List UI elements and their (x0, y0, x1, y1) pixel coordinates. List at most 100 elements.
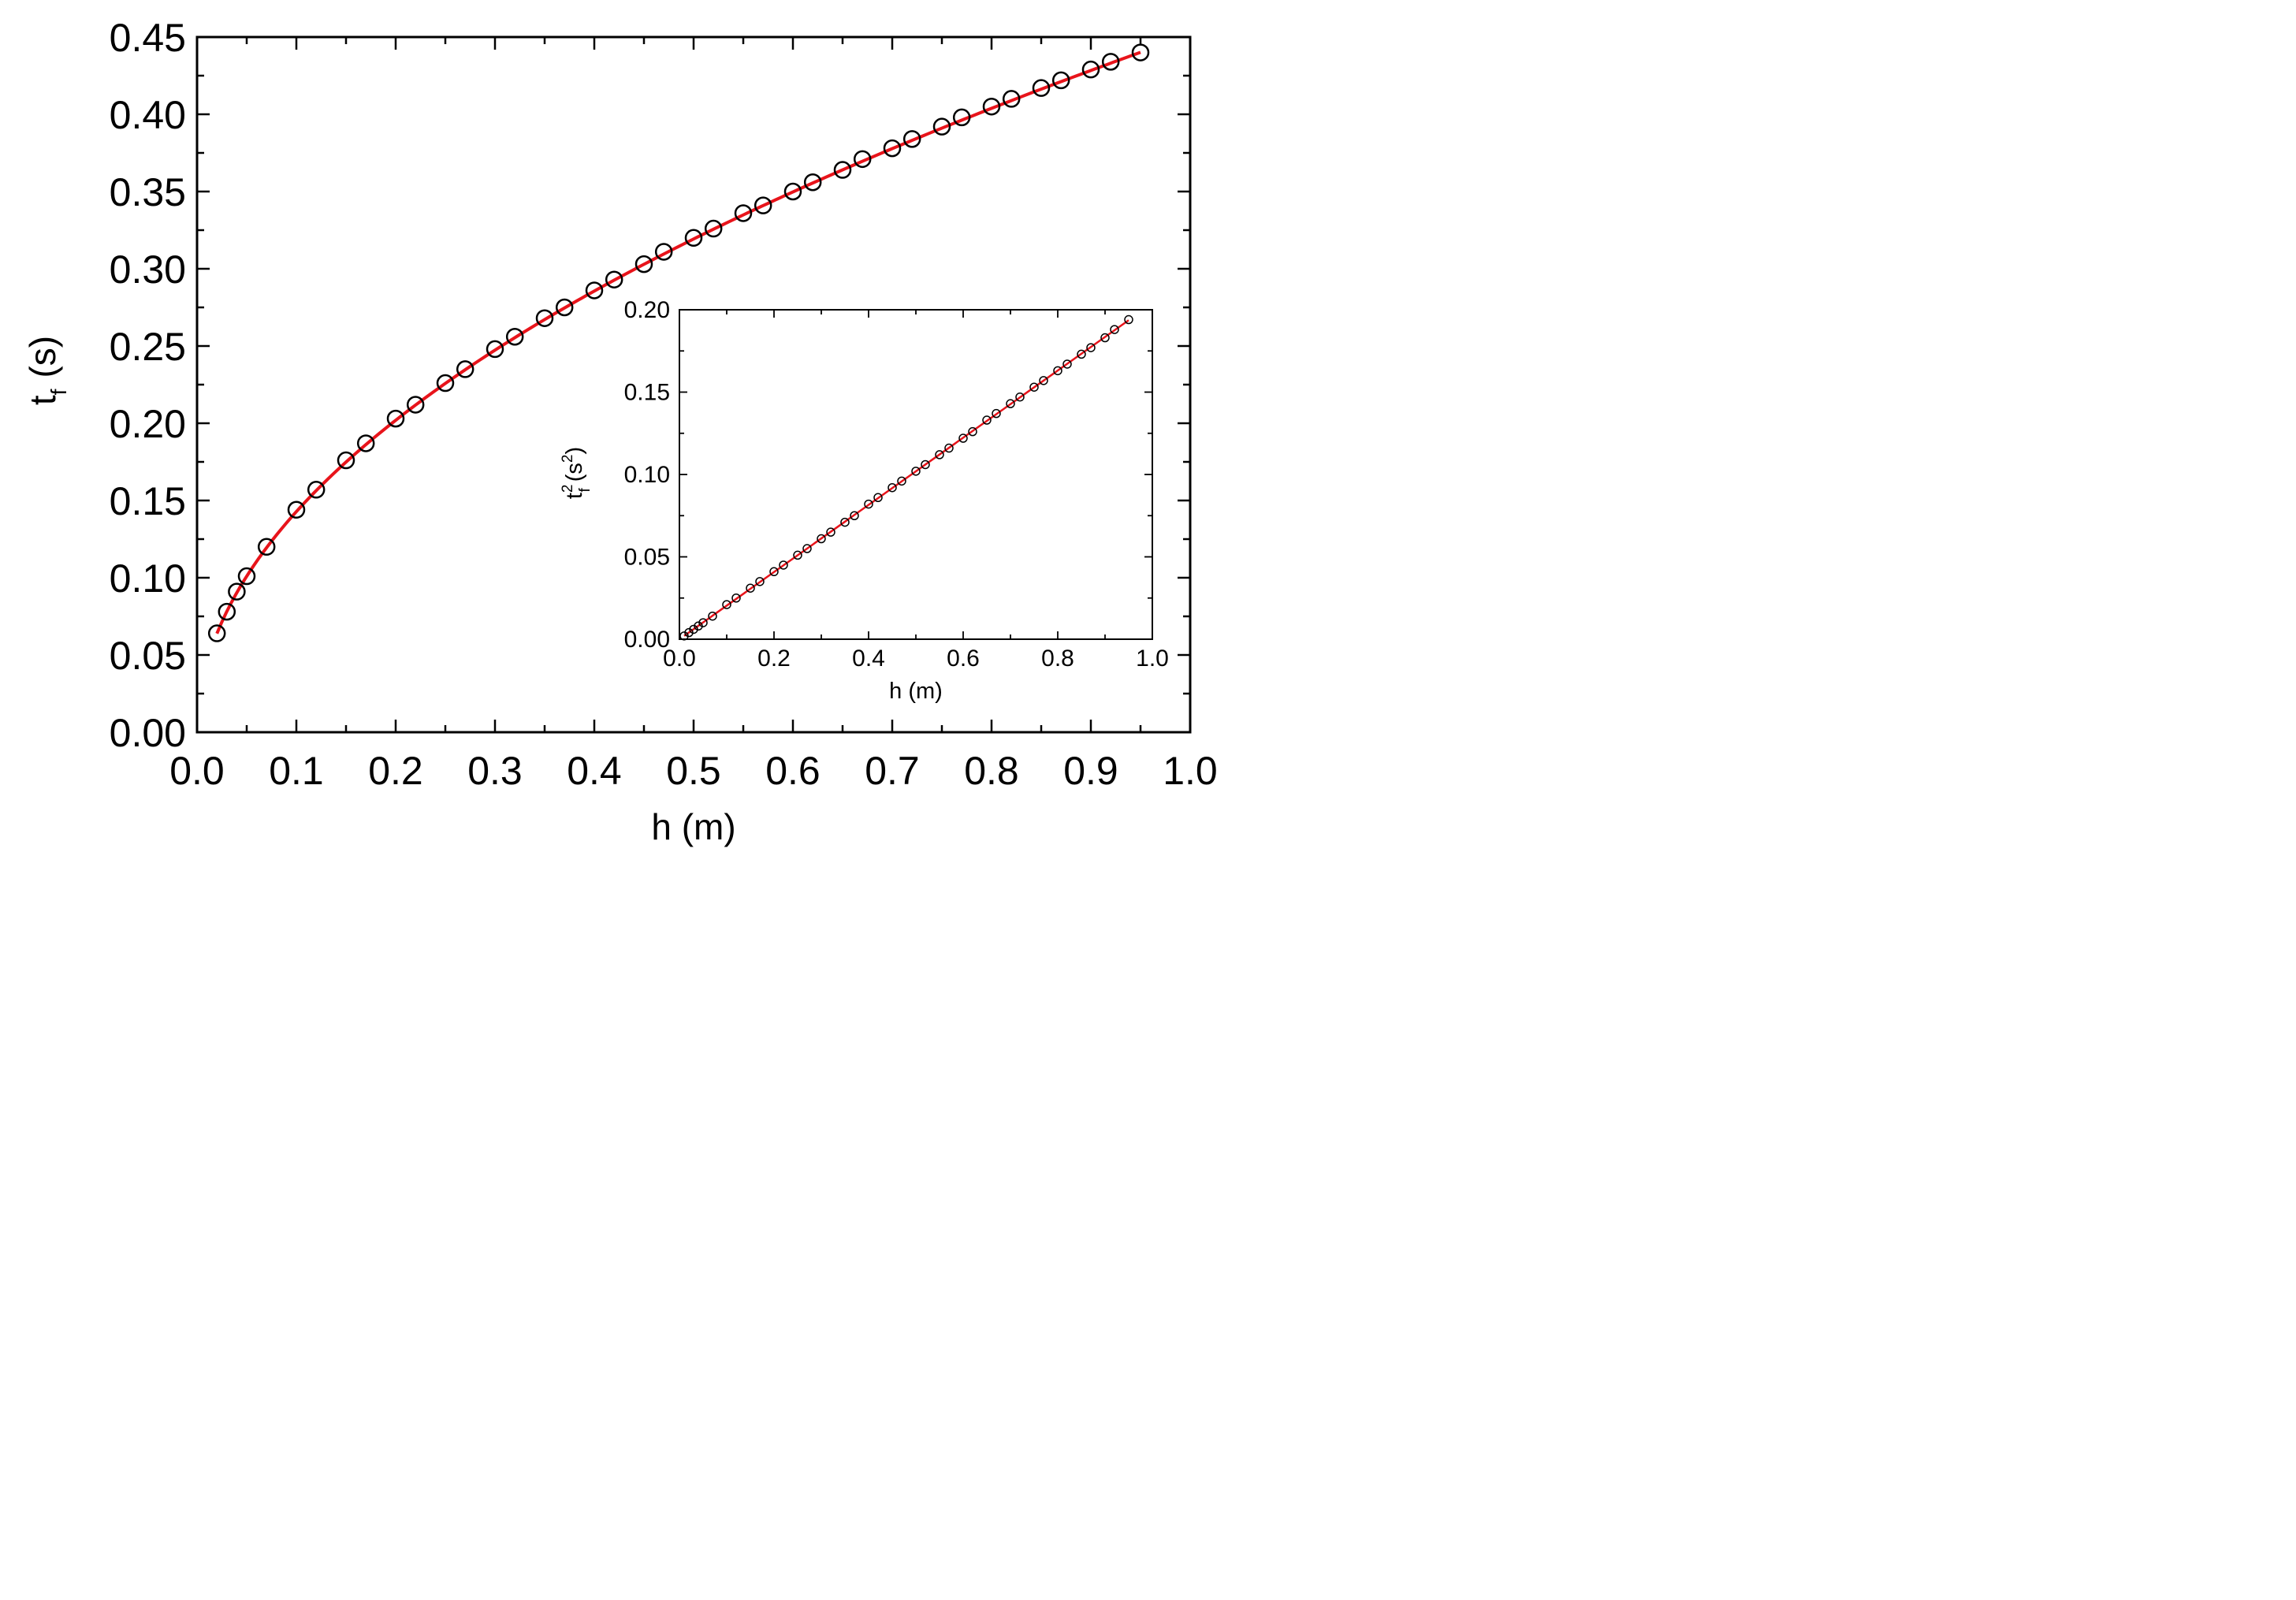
inset-x-tick-label: 0.2 (757, 646, 791, 672)
main-data-point (1101, 53, 1120, 71)
main-x-tick-label: 0.3 (467, 749, 523, 793)
inset-chart: 0.0 0.2 0.4 0.6 0.8 1.0 0.00 0.05 0.10 0.15 0.20 h … (560, 297, 1169, 704)
inset-data-point (779, 560, 788, 570)
inset-data-point (1100, 333, 1110, 343)
inset-y-tick-label: 0.15 (624, 380, 670, 406)
main-y-tick-label: 0.45 (110, 16, 186, 60)
inset-data-point (1006, 399, 1015, 408)
main-data-point (207, 624, 226, 642)
main-data-point (218, 602, 236, 621)
inset-data-point (888, 482, 897, 493)
main-x-tick-label: 0.9 (1063, 749, 1118, 793)
inset-y-tick-label: 0.00 (624, 627, 670, 653)
main-data-point (1032, 79, 1051, 97)
y-title-base: t (22, 395, 63, 405)
inset-x-tick-label: 1.0 (1136, 646, 1169, 672)
main-data-point (535, 309, 554, 327)
inset-data-point (1062, 359, 1072, 369)
main-data-point (734, 204, 753, 222)
inset-data-point (793, 550, 802, 560)
main-data-point (257, 538, 276, 556)
main-data-point (505, 327, 524, 346)
main-data-point (456, 360, 474, 378)
inset-y-title-unit-close: ) (562, 447, 587, 455)
main-data-point (902, 130, 921, 148)
inset-data-point (1124, 314, 1133, 325)
y-title-sub: f (47, 389, 71, 395)
main-data-point (932, 117, 951, 136)
main-data-point (952, 108, 971, 127)
main-data-point (654, 243, 673, 261)
inset-data-point (897, 476, 906, 486)
inset-data-point (935, 450, 944, 460)
main-data-point (585, 281, 604, 300)
main-data-point (754, 196, 772, 214)
main-y-axis-title-text: tf (s) (22, 336, 71, 405)
inset-data-point (1086, 343, 1096, 352)
inset-data-point (873, 493, 883, 503)
main-data-point (634, 255, 653, 273)
inset-data-point (802, 544, 812, 553)
inset-data-point (746, 583, 755, 593)
main-x-tick-label: 0.7 (865, 749, 920, 793)
inset-data-point (817, 534, 826, 544)
inset-data-point (698, 618, 708, 627)
main-data-point (982, 97, 1001, 116)
main-data-point (1002, 90, 1021, 108)
inset-y-title-sub: f (577, 488, 594, 493)
main-y-tick-label: 0.30 (110, 247, 186, 292)
main-data-point (803, 173, 822, 192)
main-data-point (1131, 43, 1150, 61)
main-y-tick-label: 0.25 (110, 325, 186, 369)
main-data-point (287, 500, 306, 519)
main-data-point (684, 229, 703, 247)
inset-data-point (722, 600, 731, 609)
main-y-tick-label: 0.15 (110, 479, 186, 523)
main-data-point (307, 481, 326, 499)
main-data-point (228, 582, 246, 601)
inset-y-title-sup: 2 (560, 485, 576, 493)
inset-data-point (826, 527, 835, 537)
main-data-point (356, 434, 375, 452)
main-data-point (883, 139, 902, 158)
main-data-point (406, 396, 425, 414)
main-y-tick-label: 0.35 (110, 170, 186, 214)
inset-x-tick-label: 0.4 (852, 646, 885, 672)
inset-x-tick-label: 0.0 (663, 646, 696, 672)
inset-data-point (1110, 325, 1119, 334)
figure: 0.0 0.1 0.2 0.3 0.4 0.5 0.6 0.7 0.8 0.9 1.00.000.0… (22, 16, 1218, 847)
main-data-point (555, 298, 574, 317)
inset-data-point (968, 426, 977, 437)
main-x-tick-label: 1.0 (1163, 749, 1218, 793)
inset-y-title-unit-sup: 2 (560, 455, 576, 463)
main-fit-curve (215, 50, 1141, 634)
inset-data-point (850, 511, 859, 520)
inset-data-point (1039, 376, 1048, 385)
inset-x-axis-title: h (m) (889, 679, 943, 704)
main-data-point (237, 567, 256, 586)
main-y-tick-label: 0.10 (110, 556, 186, 601)
inset-y-tick-label: 0.20 (624, 297, 670, 323)
inset-data-point (769, 567, 779, 577)
y-title-unit: (s) (22, 336, 63, 378)
inset-data-point (1015, 393, 1025, 402)
inset-data-point (1029, 382, 1039, 392)
main-data-point (1081, 60, 1100, 79)
main-x-tick-label: 0.2 (368, 749, 423, 793)
inset-data-point (982, 415, 992, 425)
inset-y-axis-title: t2f(s2) (560, 447, 594, 499)
inset-y-axis-title-text: t2f(s2) (560, 447, 594, 499)
main-data-point (853, 150, 872, 169)
main-data-point (436, 374, 455, 393)
main-chart: 0.0 0.1 0.2 0.3 0.4 0.5 0.6 0.7 0.8 0.9 1.00.000.0… (22, 16, 1218, 847)
main-data-point (1051, 71, 1070, 90)
main-y-tick-label: 0.00 (110, 711, 186, 755)
inset-data-point (944, 443, 954, 453)
inset-data-point (1053, 366, 1062, 376)
main-x-tick-label: 0.6 (765, 749, 821, 793)
main-y-tick-label: 0.05 (110, 634, 186, 678)
inset-y-title-base: t (562, 493, 587, 499)
main-y-tick-label: 0.20 (110, 402, 186, 446)
main-x-tick-label: 0.4 (567, 749, 622, 793)
main-x-axis-title: h (m) (651, 806, 735, 847)
